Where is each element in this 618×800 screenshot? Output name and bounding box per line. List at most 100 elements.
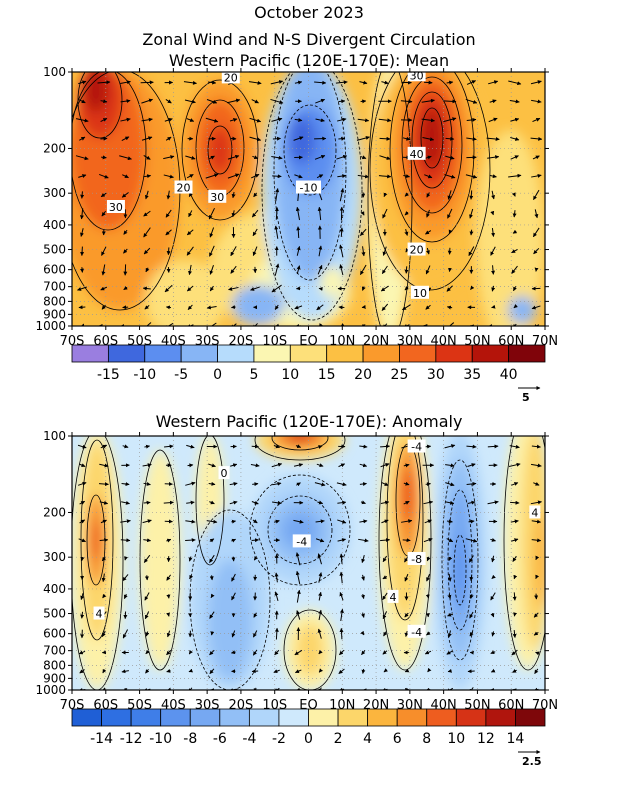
- wind-vector: [186, 174, 194, 179]
- contour-label: 30: [410, 69, 424, 82]
- wind-vector: [121, 482, 130, 486]
- wind-vector: [512, 555, 517, 562]
- wind-vector: [404, 630, 409, 637]
- wind-vector: [227, 154, 240, 160]
- wind-vector: [382, 246, 387, 256]
- wind-vector: [295, 482, 301, 487]
- wind-vector: [163, 322, 174, 326]
- wind-vector: [184, 99, 196, 104]
- wind-vector: [206, 99, 218, 104]
- contour-label: 20: [176, 182, 190, 195]
- colorbar-swatch: [289, 344, 328, 363]
- wind-vector: [444, 174, 456, 179]
- wind-vector: [404, 286, 409, 291]
- wind-vector: [403, 174, 410, 179]
- wind-vector: [491, 574, 496, 580]
- wind-vector: [316, 463, 324, 468]
- wind-vector: [253, 556, 258, 561]
- wind-vector: [318, 687, 323, 690]
- wind-vector: [188, 649, 193, 655]
- colorbar-tick-label: 20: [354, 367, 372, 383]
- wind-vector: [294, 174, 303, 179]
- wind-vector: [275, 188, 280, 202]
- wind-vector: [491, 228, 496, 237]
- wind-vector: [231, 650, 236, 655]
- wind-vector: [467, 500, 476, 505]
- wind-vector: [143, 227, 151, 238]
- wind-vector: [359, 80, 368, 85]
- contour-label-bg: [106, 199, 125, 213]
- wind-vector: [143, 210, 151, 217]
- wind-vector: [447, 612, 453, 617]
- wind-vector: [166, 538, 172, 543]
- wind-vector: [100, 99, 108, 104]
- contour-label: 20: [410, 244, 424, 257]
- colorbar-swatch: [180, 344, 218, 363]
- wind-vector: [252, 630, 258, 638]
- colorbar-swatch: [219, 708, 250, 727]
- y-tick-label: 800: [43, 658, 66, 672]
- wind-vector: [98, 173, 109, 179]
- wind-vector: [361, 554, 366, 564]
- reference-vector-mean: 5: [518, 386, 541, 404]
- wind-vector: [274, 649, 280, 656]
- wind-vector: [273, 519, 280, 524]
- colorbar-tick-label: 35: [463, 367, 481, 383]
- wind-vector: [142, 463, 152, 468]
- wind-vector: [208, 481, 216, 486]
- wind-vector: [357, 118, 370, 123]
- wind-vector: [251, 500, 259, 505]
- wind-vector: [339, 649, 345, 656]
- wind-vector: [488, 117, 498, 123]
- colorbar-swatch: [160, 708, 191, 727]
- wind-vector: [508, 173, 522, 178]
- wind-vector: [360, 630, 365, 636]
- wind-vector: [101, 630, 106, 638]
- wind-vector: [274, 304, 279, 310]
- wind-vector: [250, 463, 260, 468]
- wind-vector: [251, 209, 259, 218]
- wind-vector: [381, 265, 388, 274]
- colorbar-tick-label: 0: [213, 367, 222, 383]
- colorbar-swatch: [189, 708, 221, 727]
- wind-vector: [486, 136, 500, 141]
- wind-vector: [491, 285, 496, 292]
- wind-vector: [99, 463, 109, 468]
- wind-vector: [123, 248, 128, 254]
- wind-vector: [443, 99, 457, 104]
- wind-vector: [318, 245, 323, 257]
- wind-vector: [421, 118, 435, 123]
- colorbar-swatch: [101, 708, 132, 727]
- wind-vector: [143, 554, 151, 563]
- wind-vector: [229, 500, 238, 505]
- wind-vector: [421, 98, 435, 103]
- wind-vector: [270, 98, 284, 104]
- wind-vector: [144, 592, 150, 601]
- wind-vector: [122, 629, 129, 639]
- wind-vector: [186, 444, 195, 449]
- wind-vector: [251, 444, 259, 449]
- wind-vector: [101, 246, 107, 256]
- colorbar-tick-label: -14: [90, 731, 113, 747]
- reference-vector-label: 2.5: [522, 755, 542, 768]
- wind-vector: [78, 99, 86, 104]
- wind-vector: [296, 610, 301, 620]
- wind-vector: [508, 80, 522, 86]
- wind-vector: [446, 305, 453, 310]
- wind-vector: [382, 650, 388, 655]
- wind-vector: [511, 249, 518, 254]
- wind-vector: [490, 668, 496, 673]
- wind-vector: [511, 649, 518, 656]
- wind-vector: [382, 575, 388, 580]
- wind-vector: [231, 191, 236, 199]
- contour-label: 4: [96, 608, 103, 621]
- wind-vector: [145, 631, 150, 637]
- wind-vector: [296, 265, 301, 275]
- wind-vector: [79, 500, 86, 505]
- wind-vector: [404, 668, 410, 673]
- contour-label-bg: [407, 242, 426, 256]
- wind-vector: [187, 463, 194, 468]
- wind-vector: [122, 444, 129, 449]
- wind-vector: [361, 593, 365, 600]
